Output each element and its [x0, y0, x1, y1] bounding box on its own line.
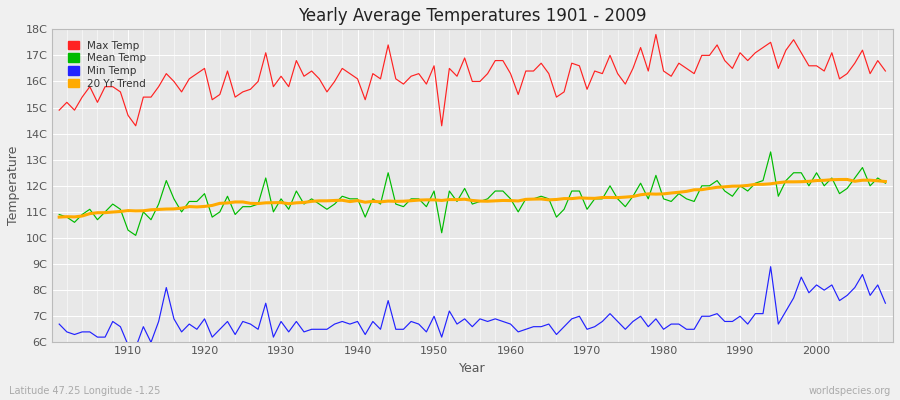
Y-axis label: Temperature: Temperature [7, 146, 20, 226]
Title: Yearly Average Temperatures 1901 - 2009: Yearly Average Temperatures 1901 - 2009 [298, 7, 646, 25]
Text: Latitude 47.25 Longitude -1.25: Latitude 47.25 Longitude -1.25 [9, 386, 160, 396]
X-axis label: Year: Year [459, 362, 486, 375]
Legend: Max Temp, Mean Temp, Min Temp, 20 Yr Trend: Max Temp, Mean Temp, Min Temp, 20 Yr Tre… [65, 38, 149, 92]
Text: worldspecies.org: worldspecies.org [809, 386, 891, 396]
